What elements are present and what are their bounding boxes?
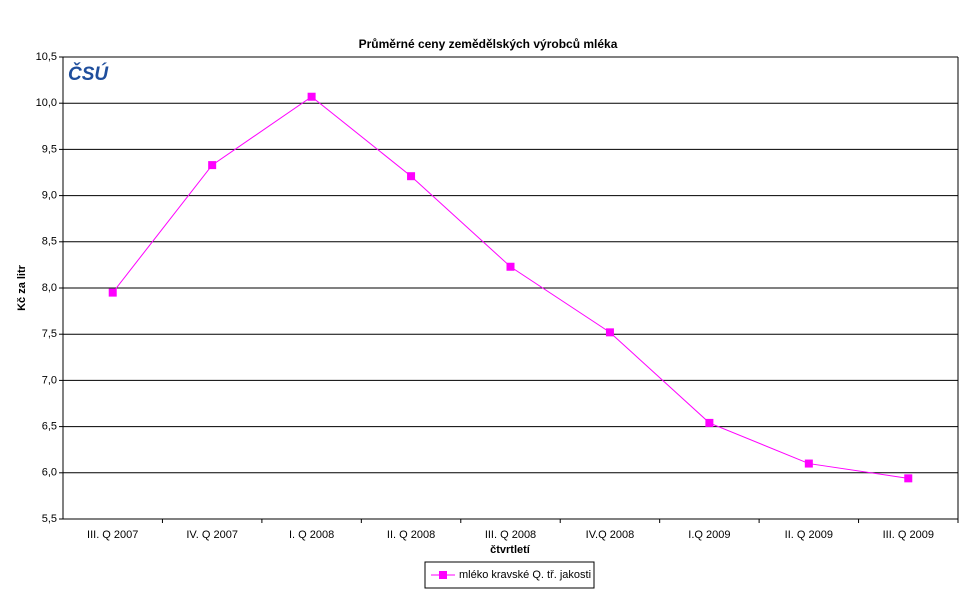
- chart-title: Průměrné ceny zemědělských výrobců mléka: [359, 37, 618, 51]
- y-tick-label: 9,5: [42, 143, 57, 155]
- legend-marker: [439, 571, 447, 579]
- x-tick-label: IV. Q 2007: [186, 529, 238, 541]
- x-tick-label: I. Q 2008: [289, 529, 334, 541]
- y-tick-label: 10,0: [36, 97, 57, 109]
- point-marker: [108, 288, 117, 297]
- x-tick-label: III. Q 2009: [883, 529, 934, 541]
- y-tick-label: 9,0: [42, 190, 57, 202]
- x-tick-label: I.Q 2009: [688, 529, 730, 541]
- x-axis-title: čtvrtletí: [490, 544, 531, 556]
- legend-label: mléko kravské Q. tř. jakosti: [459, 569, 591, 581]
- y-tick-label: 8,5: [42, 236, 57, 248]
- y-tick-label: 6,0: [42, 467, 57, 479]
- x-tick-label: III. Q 2007: [87, 529, 138, 541]
- y-axis-title: Kč za litr: [16, 264, 28, 311]
- point-marker: [804, 459, 813, 468]
- point-marker: [705, 418, 714, 427]
- point-marker: [506, 262, 515, 271]
- x-tick-label: II. Q 2009: [785, 529, 833, 541]
- x-tick-label: II. Q 2008: [387, 529, 435, 541]
- y-tick-label: 7,0: [42, 374, 57, 386]
- x-tick-label: III. Q 2008: [485, 529, 536, 541]
- logo: ČSÚ: [68, 63, 109, 85]
- point-marker: [208, 161, 217, 170]
- point-marker: [307, 92, 316, 101]
- x-tick-label: IV.Q 2008: [586, 529, 635, 541]
- y-tick-label: 7,5: [42, 328, 57, 340]
- y-tick-label: 5,5: [42, 513, 57, 525]
- point-marker: [904, 474, 913, 483]
- y-tick-label: 6,5: [42, 421, 57, 433]
- y-tick-label: 8,0: [42, 282, 57, 294]
- point-marker: [605, 328, 614, 337]
- y-tick-label: 10,5: [36, 51, 57, 63]
- point-marker: [407, 172, 416, 181]
